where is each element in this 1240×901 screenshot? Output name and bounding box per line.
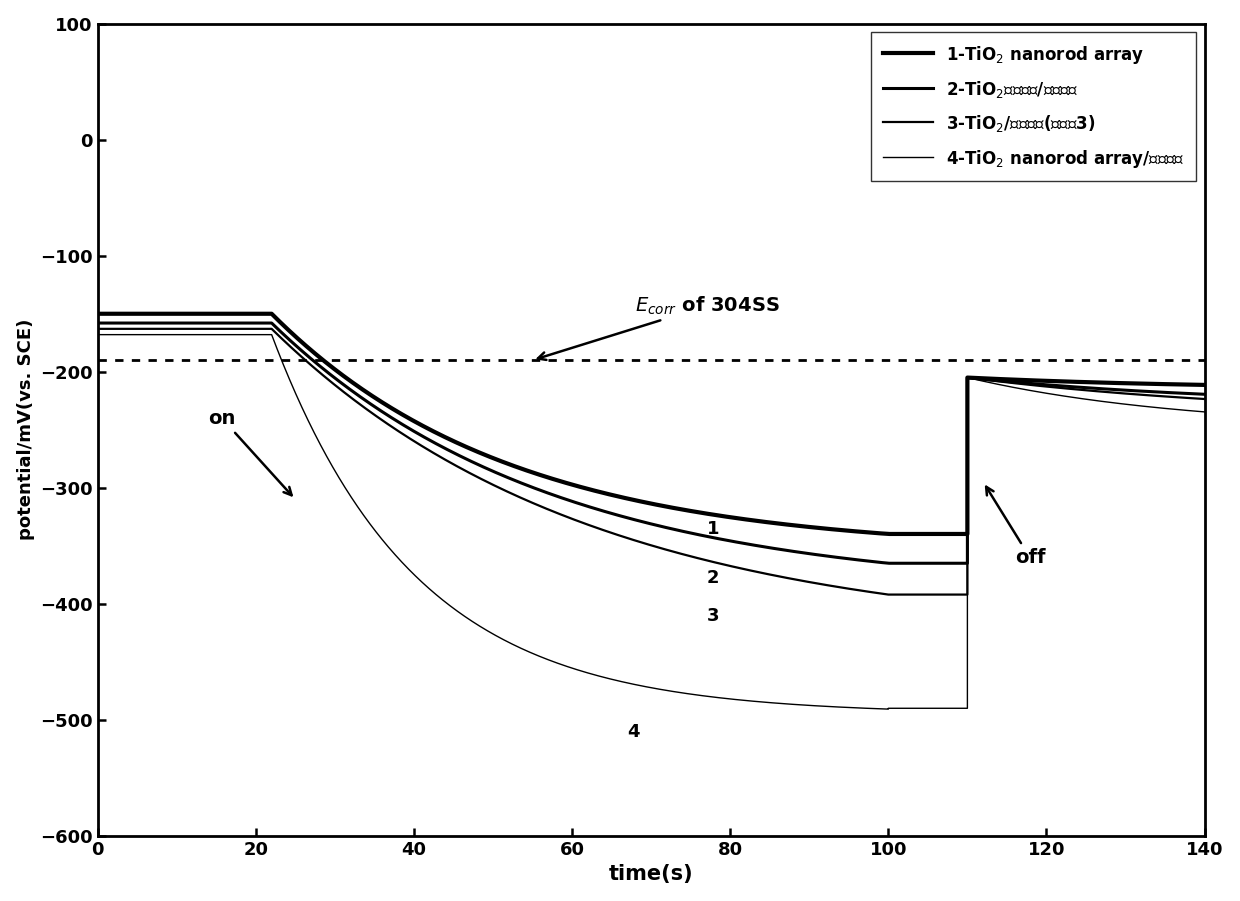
Text: $E_{corr}$ of 304SS: $E_{corr}$ of 304SS — [538, 295, 780, 359]
X-axis label: time(s): time(s) — [609, 864, 693, 885]
Text: off: off — [986, 487, 1045, 568]
Text: 3: 3 — [707, 607, 719, 625]
Legend: 1-TiO$_2$ nanorod array, 2-TiO$_2$纳米粒子/导电云母, 3-TiO$_2$/导电云母(对比例3), 4-TiO$_2$ nan: 1-TiO$_2$ nanorod array, 2-TiO$_2$纳米粒子/导… — [870, 32, 1197, 181]
Y-axis label: potential/mV(vs. SCE): potential/mV(vs. SCE) — [16, 319, 35, 541]
Text: 1: 1 — [707, 520, 719, 538]
Text: 4: 4 — [627, 724, 640, 742]
Text: 2: 2 — [707, 569, 719, 587]
Text: on: on — [208, 409, 291, 496]
